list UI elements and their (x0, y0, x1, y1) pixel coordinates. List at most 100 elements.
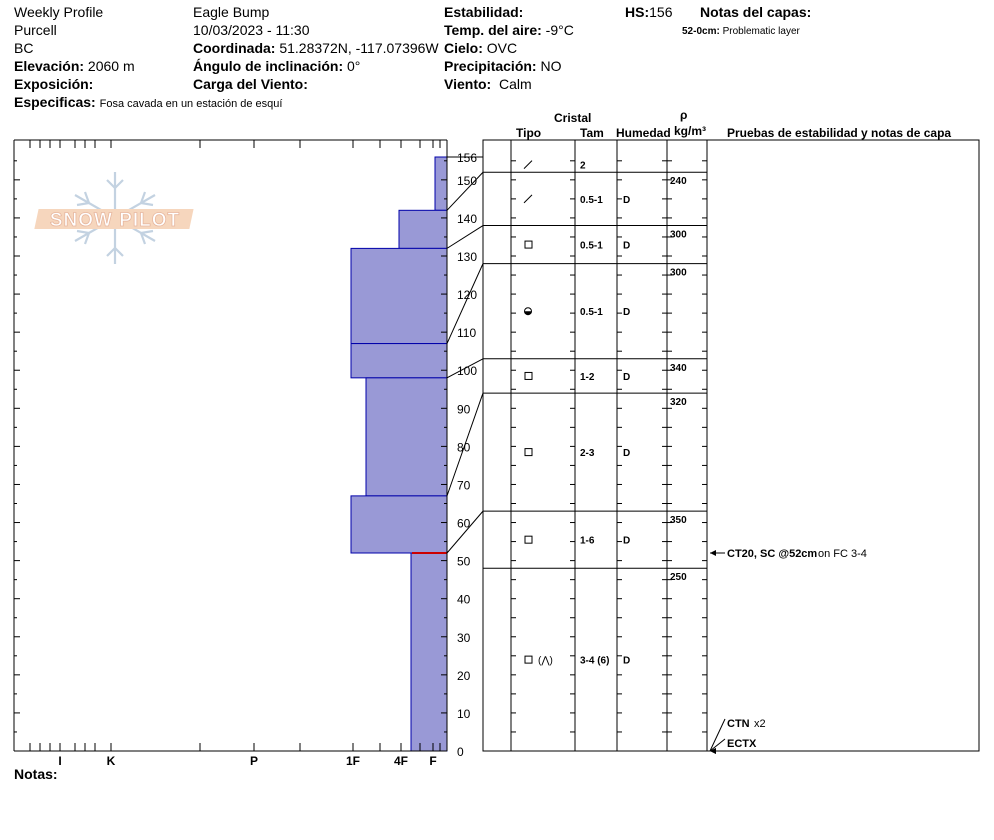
crystal-type-extra-7: (⋀) (538, 656, 553, 667)
crystal-size-7: 3-4 (6) (580, 656, 609, 667)
density-4: 340 (670, 363, 687, 374)
hardness-bar-3 (350, 343, 448, 379)
precipitation: Precipitación: NO (444, 58, 561, 74)
faceted-crystal-icon (524, 371, 533, 380)
density-2: 300 (670, 230, 687, 241)
moisture-1: D (623, 195, 630, 206)
coord-label: Coordinada: (193, 40, 276, 56)
slope-value: 0° (347, 58, 361, 74)
test-code-1: CTN (727, 718, 750, 730)
faceted-crystal-icon (524, 240, 533, 249)
wind-value: Calm (498, 76, 532, 92)
profile-type: Weekly Profile (14, 4, 104, 20)
datetime: 10/03/2023 - 11:30 (193, 22, 310, 38)
state-name: BC (14, 40, 34, 56)
x-tick-label-K: K (107, 754, 116, 768)
moisture-header: Humedad (616, 126, 671, 140)
y-tick-label-30: 30 (457, 631, 471, 645)
y-tick-label-100: 100 (457, 364, 477, 378)
connector-line-1 (446, 171, 484, 211)
hs: HS:156 (625, 4, 672, 20)
svg-text:SNOW PILOT: SNOW PILOT (50, 210, 180, 231)
hardness-bar-5 (350, 495, 448, 554)
x-tick-label-I: I (58, 754, 61, 768)
test-note-0: on FC 3-4 (818, 548, 867, 560)
elevation-value: 2060 m (87, 58, 135, 74)
coord-value: 51.28372N, -117.07396W (279, 40, 439, 56)
elevation: Elevación: 2060 m (14, 58, 135, 74)
crystal-header: Cristal (554, 111, 592, 125)
layer-note-text: Problematic layer (722, 26, 800, 37)
connector-line-6 (446, 510, 484, 554)
faceted-crystal-icon (524, 535, 533, 544)
hs-label: HS: (625, 4, 650, 20)
hardness-bar-4 (365, 377, 448, 497)
slope: Ángulo de inclinación: 0° (193, 58, 360, 74)
moisture-4: D (623, 372, 630, 383)
sky-value: OVC (486, 40, 518, 56)
hardness-bar-6 (410, 552, 448, 752)
coordinates: Coordinada: 51.28372N, -117.07396W (193, 40, 439, 56)
location-name: Eagle Bump (193, 4, 270, 20)
moisture-2: D (623, 241, 630, 252)
y-tick-label-130: 130 (457, 250, 477, 264)
precip-particle-icon (523, 160, 533, 169)
density-3: 300 (670, 268, 687, 279)
rounded-grain-fill (524, 311, 532, 315)
range-name: Purcell (14, 22, 57, 38)
crystal-size-6: 1-6 (580, 536, 595, 547)
moisture-5: D (623, 448, 630, 459)
precip-label: Precipitación: (444, 58, 537, 74)
y-tick-label-150: 150 (457, 174, 477, 188)
hardness-bar-0 (434, 156, 448, 211)
y-tick-label-110: 110 (457, 326, 476, 340)
density-7: 250 (670, 572, 687, 583)
crystal-type-icon-1 (523, 194, 533, 204)
wind: Viento: Calm (444, 76, 532, 92)
rho-header: ρ (680, 108, 688, 122)
elevation-label: Elevación: (14, 58, 85, 74)
test-arrow-0 (710, 550, 716, 556)
moisture-6: D (623, 536, 630, 547)
x-tick-label-P: P (250, 754, 258, 768)
moisture-7: D (623, 656, 630, 667)
moisture-3: D (623, 307, 630, 318)
type-header: Tipo (516, 126, 542, 140)
specifics-label: Especificas: (14, 94, 96, 110)
air-temp-label: Temp. del aire: (444, 22, 542, 38)
density-5: 320 (670, 397, 687, 408)
crystal-type-icon-7 (524, 655, 533, 664)
layer-note: 52-0cm: Problematic layer (682, 24, 800, 40)
y-tick-label-70: 70 (457, 478, 471, 492)
air-temp: Temp. del aire: -9°C (444, 22, 574, 38)
test-leader-1 (709, 718, 726, 752)
hardness-bar-1 (398, 209, 448, 249)
crystal-size-3: 0.5-1 (580, 307, 603, 318)
test-code-0: CT20, SC @52cm (727, 548, 817, 560)
table-frame (482, 139, 980, 752)
y-tick-label-10: 10 (457, 707, 471, 721)
crystal-type-icon-6 (524, 535, 533, 544)
x-tick-label-1F: 1F (346, 754, 360, 768)
crystal-type-icon-5 (524, 448, 533, 457)
y-tick-label-60: 60 (457, 517, 471, 531)
size-header: Tam (580, 126, 604, 140)
faceted-crystal-icon (524, 448, 533, 457)
crystal-type-icon-2 (524, 240, 533, 249)
crystal-size-5: 2-3 (580, 448, 595, 459)
precip-value: NO (540, 58, 562, 74)
y-tick-label-90: 90 (457, 402, 471, 416)
x-tick-label-4F: 4F (394, 754, 408, 768)
notes-label: Notas: (14, 766, 58, 782)
specifics-value: Fosa cavada en un estación de esquí (99, 98, 283, 110)
y-tick-label-156: 156 (457, 151, 477, 165)
hs-value: 156 (649, 4, 673, 20)
y-tick-label-50: 50 (457, 555, 471, 569)
layer-notes-label: Notas del capas: (700, 4, 812, 20)
connector-line-4 (446, 358, 484, 379)
x-tick-label-F: F (429, 754, 436, 768)
slope-label: Ángulo de inclinación: (193, 58, 344, 74)
crystal-size-4: 1-2 (580, 372, 595, 383)
sky: Cielo: OVC (444, 40, 517, 56)
y-tick-label-40: 40 (457, 593, 471, 607)
